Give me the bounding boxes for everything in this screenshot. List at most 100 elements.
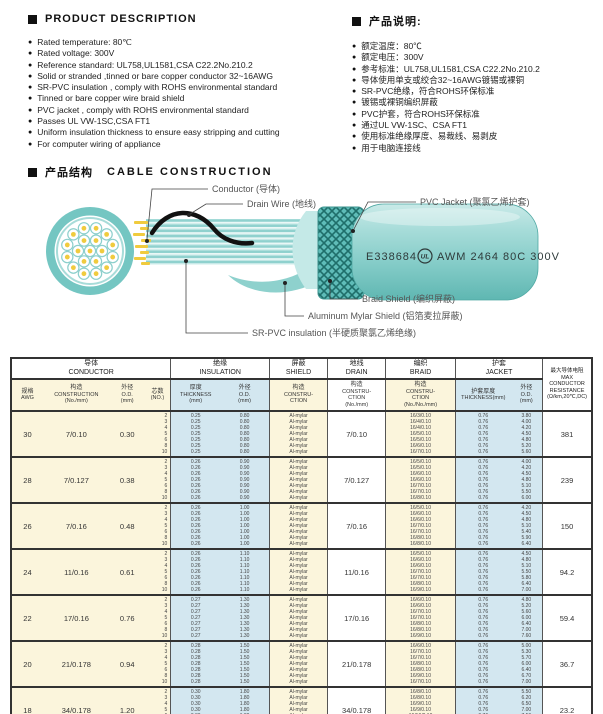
braid-construction-cell: 16/5/0.10 16/6/0.10 16/6/0.10 16/7/0.10 16/7… xyxy=(385,502,456,549)
bullet-text: Uniform insulation thickness to ensure e… xyxy=(37,127,280,138)
drain-construction-cell: 17/0.16 xyxy=(327,594,386,641)
resistance-column-header: 最大导体电阻 MAX CONDUCTOR RESISTANCE (Ω/km,20℃,D… xyxy=(542,358,592,412)
bullet-item: ● 镀锡或裸铜编织屏蔽 xyxy=(352,97,598,108)
core-conductor-icon xyxy=(81,225,87,231)
bullet-item: ● 额定温度：80℃ xyxy=(352,41,598,52)
jacket-od-cell: 4.50 4.80 5.10 5.50 5.80 6.40 7.00 xyxy=(510,548,543,595)
bullet-icon: ● xyxy=(352,88,357,96)
bullet-item: ● PVC jacket , comply with ROHS environme… xyxy=(28,105,334,116)
bullet-text: 使用标准绝缘厚度、易裁线、易剥皮 xyxy=(361,131,498,142)
bullet-icon: ● xyxy=(352,65,357,73)
column-subheader: 厚度 THICKNESS (mm) xyxy=(170,379,221,412)
product-description-cn-section: 产品说明: ● 额定温度：80℃ ● 额定电压：300V ● 参考标准：UL758,UL1… xyxy=(352,13,598,154)
bullet-text: For computer wiring of appliance xyxy=(37,138,161,149)
bullet-item: ● SR-PVC insulation , comply with ROHS en… xyxy=(28,82,334,93)
bullet-item: ● Passes UL VW-1SC,CSA FT1 xyxy=(28,116,334,127)
bullet-text: PVC护套，符合ROHS环保标准 xyxy=(361,108,480,119)
product-description-cn-title: 产品说明: xyxy=(352,13,598,29)
cable-construction-diagram: E338684 UL AWM 2464 80C 300V Conductor (… xyxy=(46,183,559,338)
insulation-od-cell: 0.80 0.80 0.80 0.80 0.80 0.80 0.80 xyxy=(220,410,270,457)
bullet-icon: ● xyxy=(28,50,33,58)
column-subheader: 外径 O.D. (mm) xyxy=(510,379,543,412)
bullet-text: 额定电压：300V xyxy=(361,52,424,63)
column-subheader: 构造 CONSTRU- CTION xyxy=(269,379,328,412)
bullet-icon: ● xyxy=(352,110,357,118)
bullet-item: ● 额定电压：300V xyxy=(352,52,598,63)
conductor-construction-cell: 34/0.178 xyxy=(42,686,110,714)
conductor-od-cell: 0.30 xyxy=(109,410,145,457)
jacket-highlight xyxy=(360,208,520,226)
bullet-icon: ● xyxy=(352,76,357,84)
bullet-item: ● For computer wiring of appliance xyxy=(28,139,334,150)
label-conductor: Conductor (导体) xyxy=(212,183,280,194)
spec-table-row: 26 7/0.16 0.48 2 3 4 5 6 8 10 0.26 0.26 0.26 0.26 0.26… xyxy=(11,502,592,549)
bullet-text: SR-PVC绝缘，符合ROHS环保标准 xyxy=(361,86,495,97)
product-description-section: PRODUCT DESCRIPTION ● Rated temperature: … xyxy=(28,13,334,150)
bullet-icon: ● xyxy=(28,95,33,103)
spec-table-head: 导体 CONDUCTOR 绝缘 INSULATION 屏蔽 SHIELD 地线 DRAIN 编织… xyxy=(11,358,592,412)
bullet-item: ● Rated voltage: 300V xyxy=(28,48,334,59)
label-pointers xyxy=(146,188,416,334)
awg-cell: 26 xyxy=(11,502,43,549)
column-group-header: 导体 CONDUCTOR xyxy=(11,358,171,380)
label-pvc-jacket: PVC Jacket (聚氯乙烯护套) xyxy=(420,196,530,207)
spec-table-body: 30 7/0.10 0.30 2 3 4 5 6 8 10 0.25 0.25 0.25 0.25 0.25… xyxy=(11,410,592,714)
cable-construction-title-en: CABLE CONSTRUCTION xyxy=(107,166,273,178)
conductor-construction-cell: 17/0.16 xyxy=(42,594,110,641)
bullet-item: ● Tinned or bare copper wire braid shield xyxy=(28,93,334,104)
label-drain-wire: Drain Wire (地线) xyxy=(247,198,316,209)
bullet-icon: ● xyxy=(28,61,33,69)
label-aluminum-mylar-shield: Aluminum Mylar Shield (铝箔麦拉屏蔽) xyxy=(308,310,463,321)
column-group-header: 地线 DRAIN xyxy=(327,358,386,380)
insulation-od-cell: 1.10 1.10 1.10 1.10 1.10 1.10 1.10 xyxy=(220,548,270,595)
bullet-text: 镀锡或裸铜编织屏蔽 xyxy=(361,97,438,108)
core-conductor-icon xyxy=(81,238,87,244)
braid-construction-cell: 16/5/0.10 16/6/0.10 16/6/0.10 16/7/0.10 16/7… xyxy=(385,548,456,595)
jacket-od-cell: 4.00 4.20 4.50 4.80 5.10 5.50 6.00 xyxy=(510,456,543,503)
conductor-od-cell: 0.48 xyxy=(109,502,145,549)
core-conductor-icon xyxy=(93,238,99,244)
bullet-text: Rated temperature: 80℃ xyxy=(37,37,132,47)
core-conductor-icon xyxy=(93,225,99,231)
shield-construction-cell: Al-mylarAl-mylarAl-mylarAl-mylarAl-mylar… xyxy=(269,686,328,714)
max-resistance-cell: 94.2 xyxy=(542,548,592,595)
drain-construction-cell: 11/0.16 xyxy=(327,548,386,595)
jacket-od-cell: 4.20 4.50 4.80 5.10 5.40 5.90 6.40 xyxy=(510,502,543,549)
insulation-thickness-cell: 0.28 0.28 0.28 0.28 0.28 0.28 0.28 xyxy=(170,640,221,687)
column-subheader: 规格 AWG xyxy=(11,379,43,412)
bullet-icon: ● xyxy=(352,54,357,62)
core-conductor-icon xyxy=(104,265,110,271)
bullet-icon: ● xyxy=(28,84,33,92)
max-resistance-cell: 150 xyxy=(542,502,592,549)
drain-wire-graphic xyxy=(149,210,255,246)
square-bullet-icon xyxy=(28,167,37,177)
core-conductor-icon xyxy=(70,265,76,271)
insulation-thickness-cell: 0.26 0.26 0.26 0.26 0.26 0.26 0.26 xyxy=(170,502,221,549)
core-conductor-icon xyxy=(75,248,81,254)
spec-table-row: 22 17/0.16 0.76 2 3 4 5 6 8 10 0.27 0.27 0.27 0.27 0.2… xyxy=(11,594,592,641)
bullet-item: ● Uniform insulation thickness to ensure … xyxy=(28,127,334,138)
insulation-thickness-cell: 0.300.300.300.300.300.300.30 xyxy=(170,686,221,714)
jacket-od-cell: 3.80 4.00 4.20 4.50 4.80 5.20 5.60 xyxy=(510,410,543,457)
bullet-icon: ● xyxy=(352,43,357,50)
insulation-od-cell: 0.90 0.90 0.90 0.90 0.90 0.90 0.90 xyxy=(220,456,270,503)
insulation-thickness-cell: 0.25 0.25 0.25 0.25 0.25 0.25 0.25 xyxy=(170,410,221,457)
label-braid-shield: Braid Shield (编织屏蔽) xyxy=(362,293,455,304)
bullet-text: 额定温度：80℃ xyxy=(361,41,422,51)
bullet-item: ● 参考标准：UL758,UL1581,CSA C22.2No.210.2 xyxy=(352,64,598,75)
pointer-dots xyxy=(145,213,355,285)
bullet-text: Passes UL VW-1SC,CSA FT1 xyxy=(37,116,151,127)
jacket-thickness-cell: 0.760.760.760.760.760.760.76 xyxy=(454,686,511,714)
awg-cell: 28 xyxy=(11,456,43,503)
bullet-text: Tinned or bare copper wire braid shield xyxy=(37,93,185,104)
spec-table-row: 24 11/0.16 0.61 2 3 4 5 6 8 10 0.26 0.26 0.26 0.26 0.2… xyxy=(11,548,592,595)
column-subheader: 芯数 (NO.) xyxy=(144,379,171,412)
